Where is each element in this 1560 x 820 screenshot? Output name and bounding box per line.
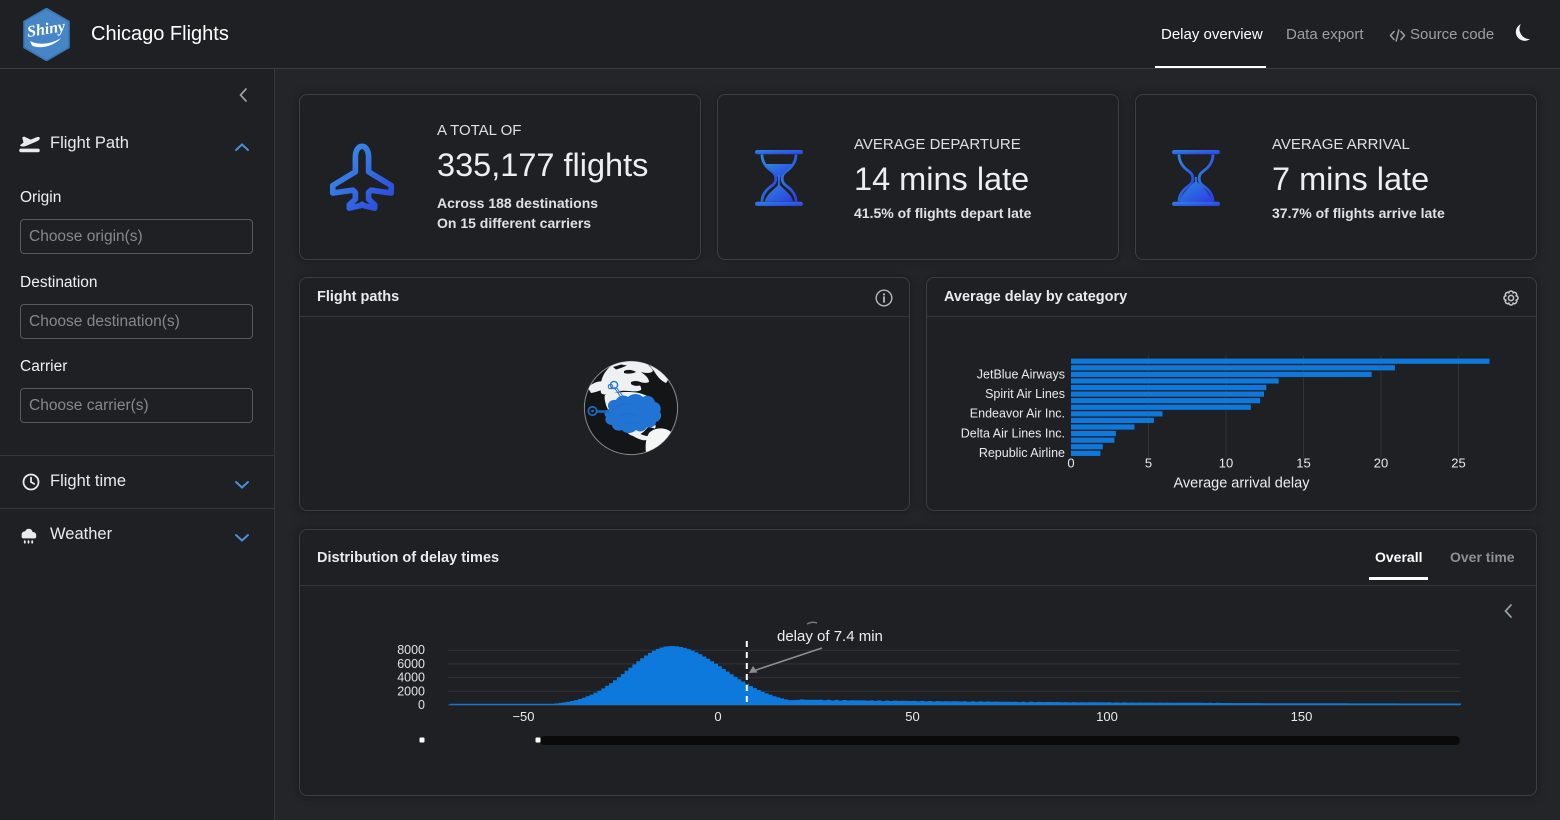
svg-text:150: 150 — [1291, 709, 1313, 724]
svg-text:Endeavor Air Inc.: Endeavor Air Inc. — [970, 407, 1065, 421]
svg-text:−50: −50 — [512, 709, 534, 724]
svg-text:Spirit Air Lines: Spirit Air Lines — [985, 387, 1065, 401]
svg-text:50: 50 — [905, 709, 919, 724]
svg-text:delay of 7.4 min: delay of 7.4 min — [777, 628, 883, 645]
svg-text:2000: 2000 — [397, 684, 425, 698]
svg-text:4000: 4000 — [397, 671, 425, 685]
svg-text:15: 15 — [1296, 456, 1310, 471]
svg-text:10: 10 — [1219, 456, 1233, 471]
svg-text:Delta Air Lines Inc.: Delta Air Lines Inc. — [961, 426, 1065, 440]
svg-text:0: 0 — [1067, 456, 1074, 471]
svg-text:0: 0 — [714, 709, 721, 724]
svg-text:JetBlue Airways: JetBlue Airways — [977, 367, 1065, 381]
svg-text:100: 100 — [1096, 709, 1118, 724]
svg-text:5: 5 — [1145, 456, 1152, 471]
svg-text:Republic Airline: Republic Airline — [979, 446, 1065, 460]
svg-text:8000: 8000 — [397, 643, 425, 657]
svg-text:25: 25 — [1451, 456, 1465, 471]
svg-text:Average arrival delay: Average arrival delay — [1174, 476, 1311, 492]
svg-text:20: 20 — [1374, 456, 1388, 471]
svg-text:0: 0 — [418, 698, 425, 712]
svg-text:Shiny: Shiny — [26, 18, 67, 41]
svg-text:6000: 6000 — [397, 657, 425, 671]
